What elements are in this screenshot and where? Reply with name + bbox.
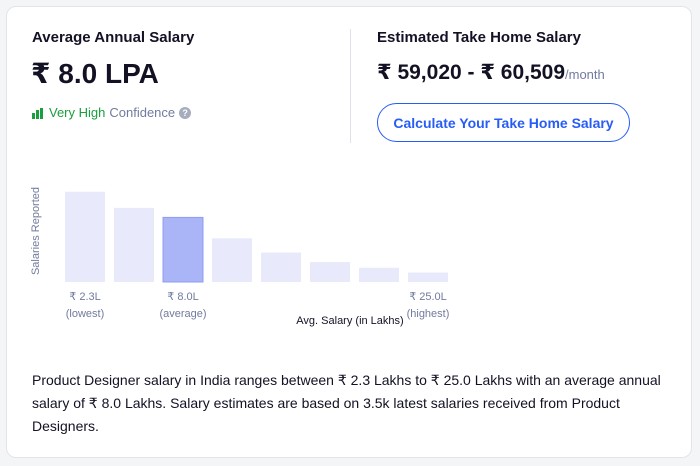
divider [350,29,351,143]
bar [65,191,105,282]
bar [114,207,154,282]
x-tick-label: ₹ 2.3L [69,291,100,303]
x-axis-label: Avg. Salary (in Lakhs) [296,315,403,327]
help-icon[interactable]: ? [179,106,192,119]
salary-card: Average Annual Salary ₹ 8.0 LPA Very Hig… [6,6,692,458]
confidence: Very High Confidence ? [32,105,192,120]
take-home-range: ₹ 59,020 - ₹ 60,509/month [377,60,605,85]
x-tick-label: ₹ 25.0L [409,291,447,303]
x-tick-note: (highest) [407,308,450,320]
x-tick-note: (lowest) [66,308,105,320]
bar [408,272,448,282]
bar [261,252,301,282]
y-axis-label: Salaries Reported [30,187,42,275]
bar [162,216,204,283]
salary-title: Average Annual Salary [32,29,195,46]
x-tick-label: ₹ 8.0L [167,291,198,303]
bar [212,238,252,282]
chart: Salaries Reported Avg. Salary (in Lakhs)… [30,187,450,327]
unit: /month [565,67,605,82]
salary-value: ₹ 8.0 LPA [31,58,159,89]
confidence-label: Confidence [109,105,176,120]
range: ₹ 59,020 - ₹ 60,509 [377,61,566,84]
x-tick-note: (average) [159,308,206,320]
bar [310,262,350,282]
confidence-icon [32,107,43,119]
description: Product Designer salary in India ranges … [32,372,661,434]
confidence-level: Very High [49,105,106,120]
calculate-button[interactable]: Calculate Your Take Home Salary [377,103,630,142]
take-home-title: Estimated Take Home Salary [377,29,581,46]
bar [359,267,399,282]
